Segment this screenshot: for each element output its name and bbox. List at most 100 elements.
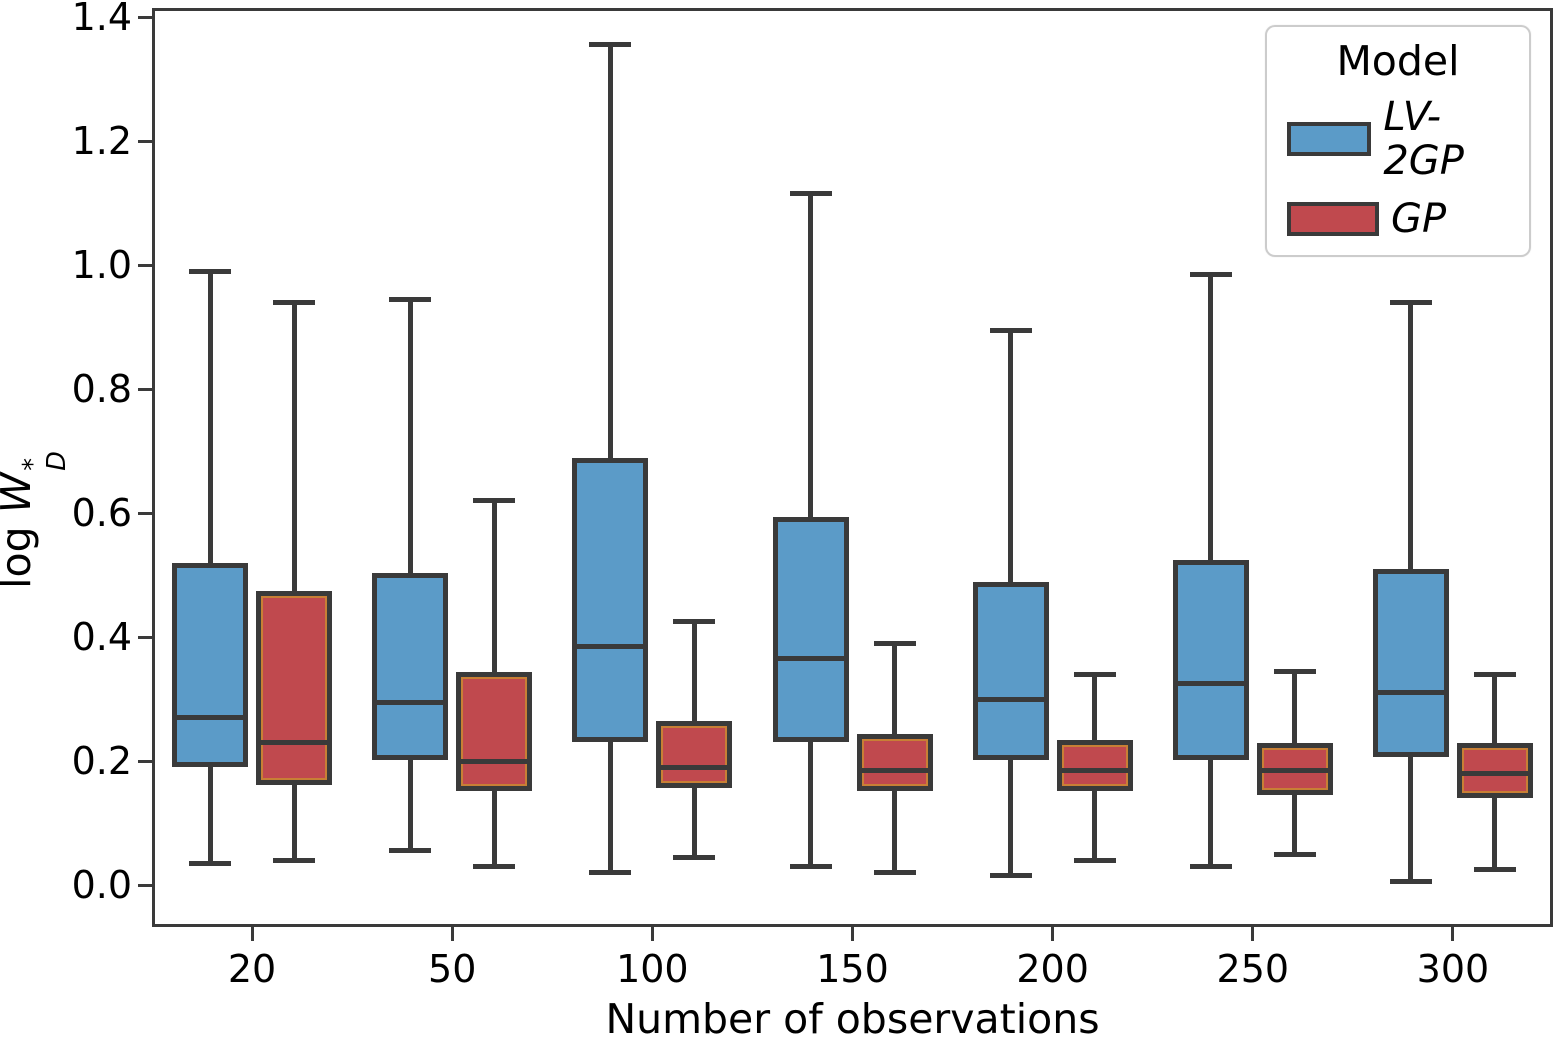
y-tick-label: 1.4 — [71, 0, 132, 39]
box-gp-100-whisker-cap-bottom — [673, 854, 716, 860]
legend-swatch-gp — [1287, 202, 1379, 236]
box-gp-100-median — [656, 764, 733, 770]
legend-item-lv2gp: LV-2GP — [1287, 95, 1509, 183]
box-gp-150 — [856, 733, 933, 792]
x-tick-mark — [1451, 927, 1455, 941]
box-lv-2gp-20-whisker-cap-bottom — [189, 860, 232, 866]
y-tick-mark — [138, 883, 152, 887]
legend: Model LV-2GP GP — [1265, 25, 1531, 257]
box-lv-2gp-150-whisker-cap-bottom — [789, 863, 832, 869]
x-tick-mark — [450, 927, 454, 941]
y-tick-mark — [138, 263, 152, 267]
x-tick-mark — [851, 927, 854, 941]
box-lv-2gp-50-whisker-cap-bottom — [389, 848, 432, 854]
y-axis-label-subscript: D — [40, 451, 71, 471]
x-tick-label: 200 — [1016, 947, 1089, 991]
box-lv-2gp-200-whisker-cap-top — [989, 327, 1032, 333]
x-tick-label: 100 — [616, 947, 689, 991]
box-lv-2gp-50 — [372, 572, 449, 761]
y-axis-label-symbol: W — [0, 473, 40, 514]
x-axis-label: Number of observations — [605, 995, 1100, 1043]
box-gp-300-median — [1456, 770, 1533, 776]
box-gp-250-whisker-cap-top — [1273, 668, 1316, 674]
box-lv-2gp-20-whisker-cap-top — [189, 268, 232, 274]
box-gp-250-median — [1256, 767, 1333, 773]
box-lv-2gp-100-whisker-cap-bottom — [589, 870, 632, 876]
box-lv-2gp-250-whisker-cap-bottom — [1189, 863, 1232, 869]
y-tick-mark — [138, 139, 152, 143]
y-tick-label: 1.2 — [71, 119, 132, 163]
box-gp-20 — [256, 591, 333, 786]
box-gp-200-whisker-cap-bottom — [1073, 857, 1116, 863]
box-gp-150-whisker-cap-top — [873, 640, 916, 646]
y-tick-mark — [138, 759, 152, 763]
legend-item-gp: GP — [1287, 197, 1509, 241]
x-tick-mark — [1251, 927, 1255, 941]
box-lv-2gp-300-whisker-cap-bottom — [1389, 879, 1432, 885]
y-tick-mark — [138, 635, 152, 639]
x-tick-mark — [250, 927, 254, 941]
box-lv-2gp-50-whisker-cap-top — [389, 296, 432, 302]
box-gp-20-whisker-cap-top — [273, 299, 316, 305]
legend-title: Model — [1336, 37, 1460, 85]
box-gp-150-whisker-cap-bottom — [873, 870, 916, 876]
y-tick-mark — [138, 387, 152, 391]
box-gp-300 — [1456, 743, 1533, 798]
box-gp-20-median — [256, 739, 333, 745]
x-tick-mark — [1051, 927, 1055, 941]
box-lv-2gp-150-whisker-cap-top — [789, 191, 832, 197]
x-tick-label: 150 — [816, 947, 889, 991]
x-tick-label: 300 — [1416, 947, 1490, 991]
box-lv-2gp-250-whisker-cap-top — [1189, 271, 1232, 277]
y-tick-mark — [138, 511, 152, 515]
box-gp-200 — [1056, 739, 1133, 792]
box-gp-20-whisker-line — [291, 302, 297, 861]
x-tick-mark — [650, 927, 654, 941]
y-axis-label-prefix: log — [0, 526, 41, 589]
box-lv-2gp-50-median — [372, 699, 449, 705]
box-gp-300-whisker-cap-top — [1473, 671, 1516, 677]
x-tick-label: 250 — [1216, 947, 1290, 991]
box-gp-50-whisker-cap-bottom — [473, 863, 516, 869]
legend-label-lv2gp: LV-2GP — [1383, 94, 1464, 184]
box-gp-100-whisker-cap-top — [673, 619, 716, 624]
box-gp-20-whisker-cap-bottom — [273, 857, 316, 863]
box-gp-100 — [656, 721, 733, 789]
legend-label-gp: GP — [1391, 196, 1447, 242]
box-lv-2gp-250 — [1172, 560, 1249, 761]
box-lv-2gp-300-whisker-cap-top — [1389, 299, 1432, 305]
box-lv-2gp-150-median — [772, 656, 849, 662]
legend-swatch-lv2gp — [1287, 122, 1372, 156]
y-tick-label: 0.0 — [71, 863, 132, 907]
box-gp-50-whisker-cap-top — [473, 498, 516, 504]
box-gp-300-whisker-cap-bottom — [1473, 867, 1516, 872]
box-lv-2gp-100 — [572, 457, 649, 742]
box-gp-50-median — [456, 758, 533, 764]
box-gp-150-median — [856, 767, 933, 773]
box-lv-2gp-100-whisker-cap-top — [589, 42, 632, 48]
box-lv-2gp-300-median — [1372, 690, 1449, 696]
box-lv-2gp-200-whisker-cap-bottom — [989, 873, 1032, 879]
box-lv-2gp-200 — [972, 581, 1049, 761]
y-tick-label: 1.0 — [71, 243, 132, 287]
box-lv-2gp-20 — [172, 563, 249, 767]
y-tick-label: 0.6 — [71, 491, 132, 535]
box-gp-250-whisker-cap-bottom — [1273, 851, 1316, 857]
x-tick-label: 50 — [428, 947, 477, 991]
box-gp-200-median — [1056, 767, 1133, 773]
y-tick-mark — [138, 15, 152, 19]
box-lv-2gp-20-median — [172, 715, 249, 721]
x-tick-label: 20 — [227, 947, 277, 991]
y-axis-label: log W*D — [0, 451, 71, 589]
y-tick-label: 0.8 — [71, 367, 132, 411]
y-tick-label: 0.4 — [71, 615, 132, 659]
box-gp-50 — [456, 671, 533, 792]
box-lv-2gp-200-median — [972, 696, 1049, 702]
box-lv-2gp-300 — [1372, 569, 1449, 758]
box-lv-2gp-150 — [772, 516, 849, 742]
y-tick-label: 0.2 — [71, 739, 132, 783]
box-lv-2gp-250-median — [1172, 681, 1249, 686]
box-lv-2gp-100-median — [572, 643, 649, 649]
box-gp-200-whisker-cap-top — [1073, 671, 1116, 677]
